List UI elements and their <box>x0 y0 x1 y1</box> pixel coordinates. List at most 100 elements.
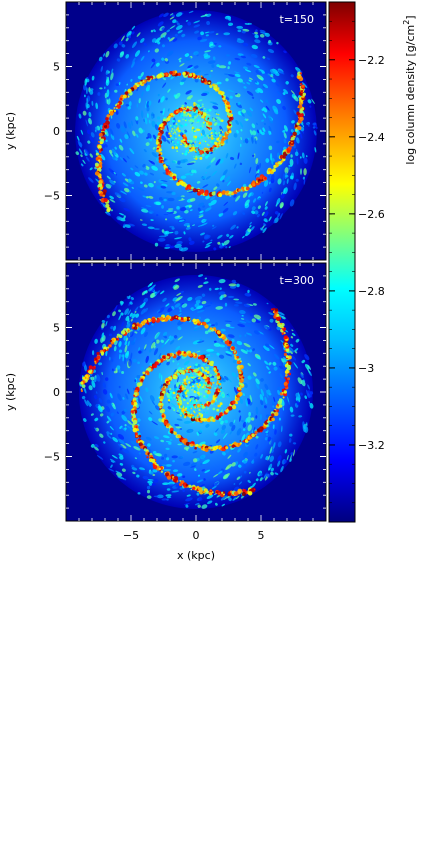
gas-clump <box>148 483 152 486</box>
arm-clump <box>97 159 101 162</box>
gas-clump <box>197 340 205 344</box>
gas-clump <box>225 139 228 144</box>
gas-clump <box>162 44 165 48</box>
gas-clump <box>201 468 206 472</box>
core-speckle <box>213 369 215 371</box>
gas-clump <box>171 227 175 230</box>
panel-bottom: 50−5 −5 0 5 t=300 y (kpc) x (kpc) <box>4 262 327 562</box>
gas-clump <box>186 189 195 192</box>
arm-clump <box>222 413 225 416</box>
core-speckle <box>196 408 198 411</box>
gas-clump <box>177 336 183 341</box>
gas-clump <box>255 157 259 165</box>
core-speckle <box>188 152 190 154</box>
arm-clump <box>291 136 295 141</box>
gas-clump <box>254 31 259 35</box>
gas-clump <box>185 19 189 22</box>
core-speckle <box>199 392 203 396</box>
gas-clump <box>263 474 267 480</box>
core-speckle <box>194 151 196 153</box>
gas-clump <box>276 91 283 97</box>
gas-clump <box>130 440 137 446</box>
gas-clump <box>81 395 86 400</box>
gas-clump <box>106 314 110 319</box>
gas-clump <box>215 322 218 326</box>
arm-clump <box>197 356 201 360</box>
gas-clump <box>120 301 124 306</box>
gas-clump <box>89 167 93 171</box>
core-speckle <box>214 131 218 135</box>
arm-clump <box>218 193 222 198</box>
gas-clump <box>110 133 115 141</box>
gas-clump <box>203 55 211 59</box>
arm-clump <box>180 480 184 484</box>
arm-clump <box>94 360 97 363</box>
gas-clump <box>268 312 274 316</box>
gas-clump <box>180 175 187 179</box>
core-speckle <box>201 153 205 157</box>
gas-clump <box>278 314 283 318</box>
gas-clump <box>143 344 147 350</box>
gas-clump <box>221 503 226 507</box>
core-speckle <box>177 123 181 126</box>
gas-clump <box>153 348 159 356</box>
gas-clump <box>251 376 255 379</box>
core-speckle <box>177 400 179 403</box>
core-speckle <box>215 400 218 402</box>
y-ticks-top: 50−5 <box>44 2 326 260</box>
gas-clump <box>180 77 187 83</box>
gas-clump <box>259 29 266 33</box>
arm-clump <box>173 431 177 435</box>
core-speckle <box>183 145 185 147</box>
gas-clump <box>254 210 259 215</box>
gas-clump <box>231 462 236 467</box>
core-speckle <box>221 394 225 397</box>
arm-clump <box>235 442 239 447</box>
gas-clump <box>220 495 228 501</box>
arm-clump <box>194 353 197 356</box>
gas-clump <box>241 434 246 442</box>
gas-clump <box>255 435 259 439</box>
gas-clump <box>166 361 170 366</box>
gas-clump <box>201 293 206 297</box>
gas-clump <box>249 129 253 136</box>
gas-clump <box>103 53 106 57</box>
gas-clump <box>222 179 225 183</box>
gas-clump <box>224 419 229 424</box>
gas-clump <box>127 309 132 316</box>
core-speckle <box>182 414 185 418</box>
arm-clump <box>299 109 303 114</box>
arm-clump <box>155 361 159 366</box>
gas-clump <box>239 121 244 128</box>
core-speckle <box>209 367 212 370</box>
gas-clump <box>217 234 223 239</box>
core-speckle <box>184 392 187 395</box>
gas-clump <box>186 162 195 166</box>
gas-clump <box>251 44 258 50</box>
gas-clump <box>283 459 287 464</box>
gas-clump <box>198 497 203 501</box>
arm-clump <box>88 370 92 374</box>
gas-clump <box>307 99 312 104</box>
core-speckle <box>194 415 196 417</box>
gas-clump <box>243 342 251 348</box>
gas-clump <box>293 362 299 369</box>
gas-clump <box>251 437 254 441</box>
gas-clump <box>277 390 281 395</box>
core-speckle <box>193 376 196 379</box>
core-speckle <box>183 142 187 145</box>
arm-clump <box>219 412 224 417</box>
gas-clump <box>136 474 140 478</box>
gas-clump <box>232 211 238 216</box>
gas-clump <box>254 80 258 83</box>
gas-clump <box>118 369 121 373</box>
gas-clump <box>261 191 264 194</box>
core-speckle <box>188 381 191 384</box>
core-speckle <box>178 381 181 384</box>
arm-clump <box>170 318 173 322</box>
arm-clump <box>209 327 213 330</box>
gas-clump <box>129 147 135 155</box>
core-speckle <box>196 385 199 387</box>
core-speckle <box>204 108 206 110</box>
core-speckle <box>208 118 212 122</box>
